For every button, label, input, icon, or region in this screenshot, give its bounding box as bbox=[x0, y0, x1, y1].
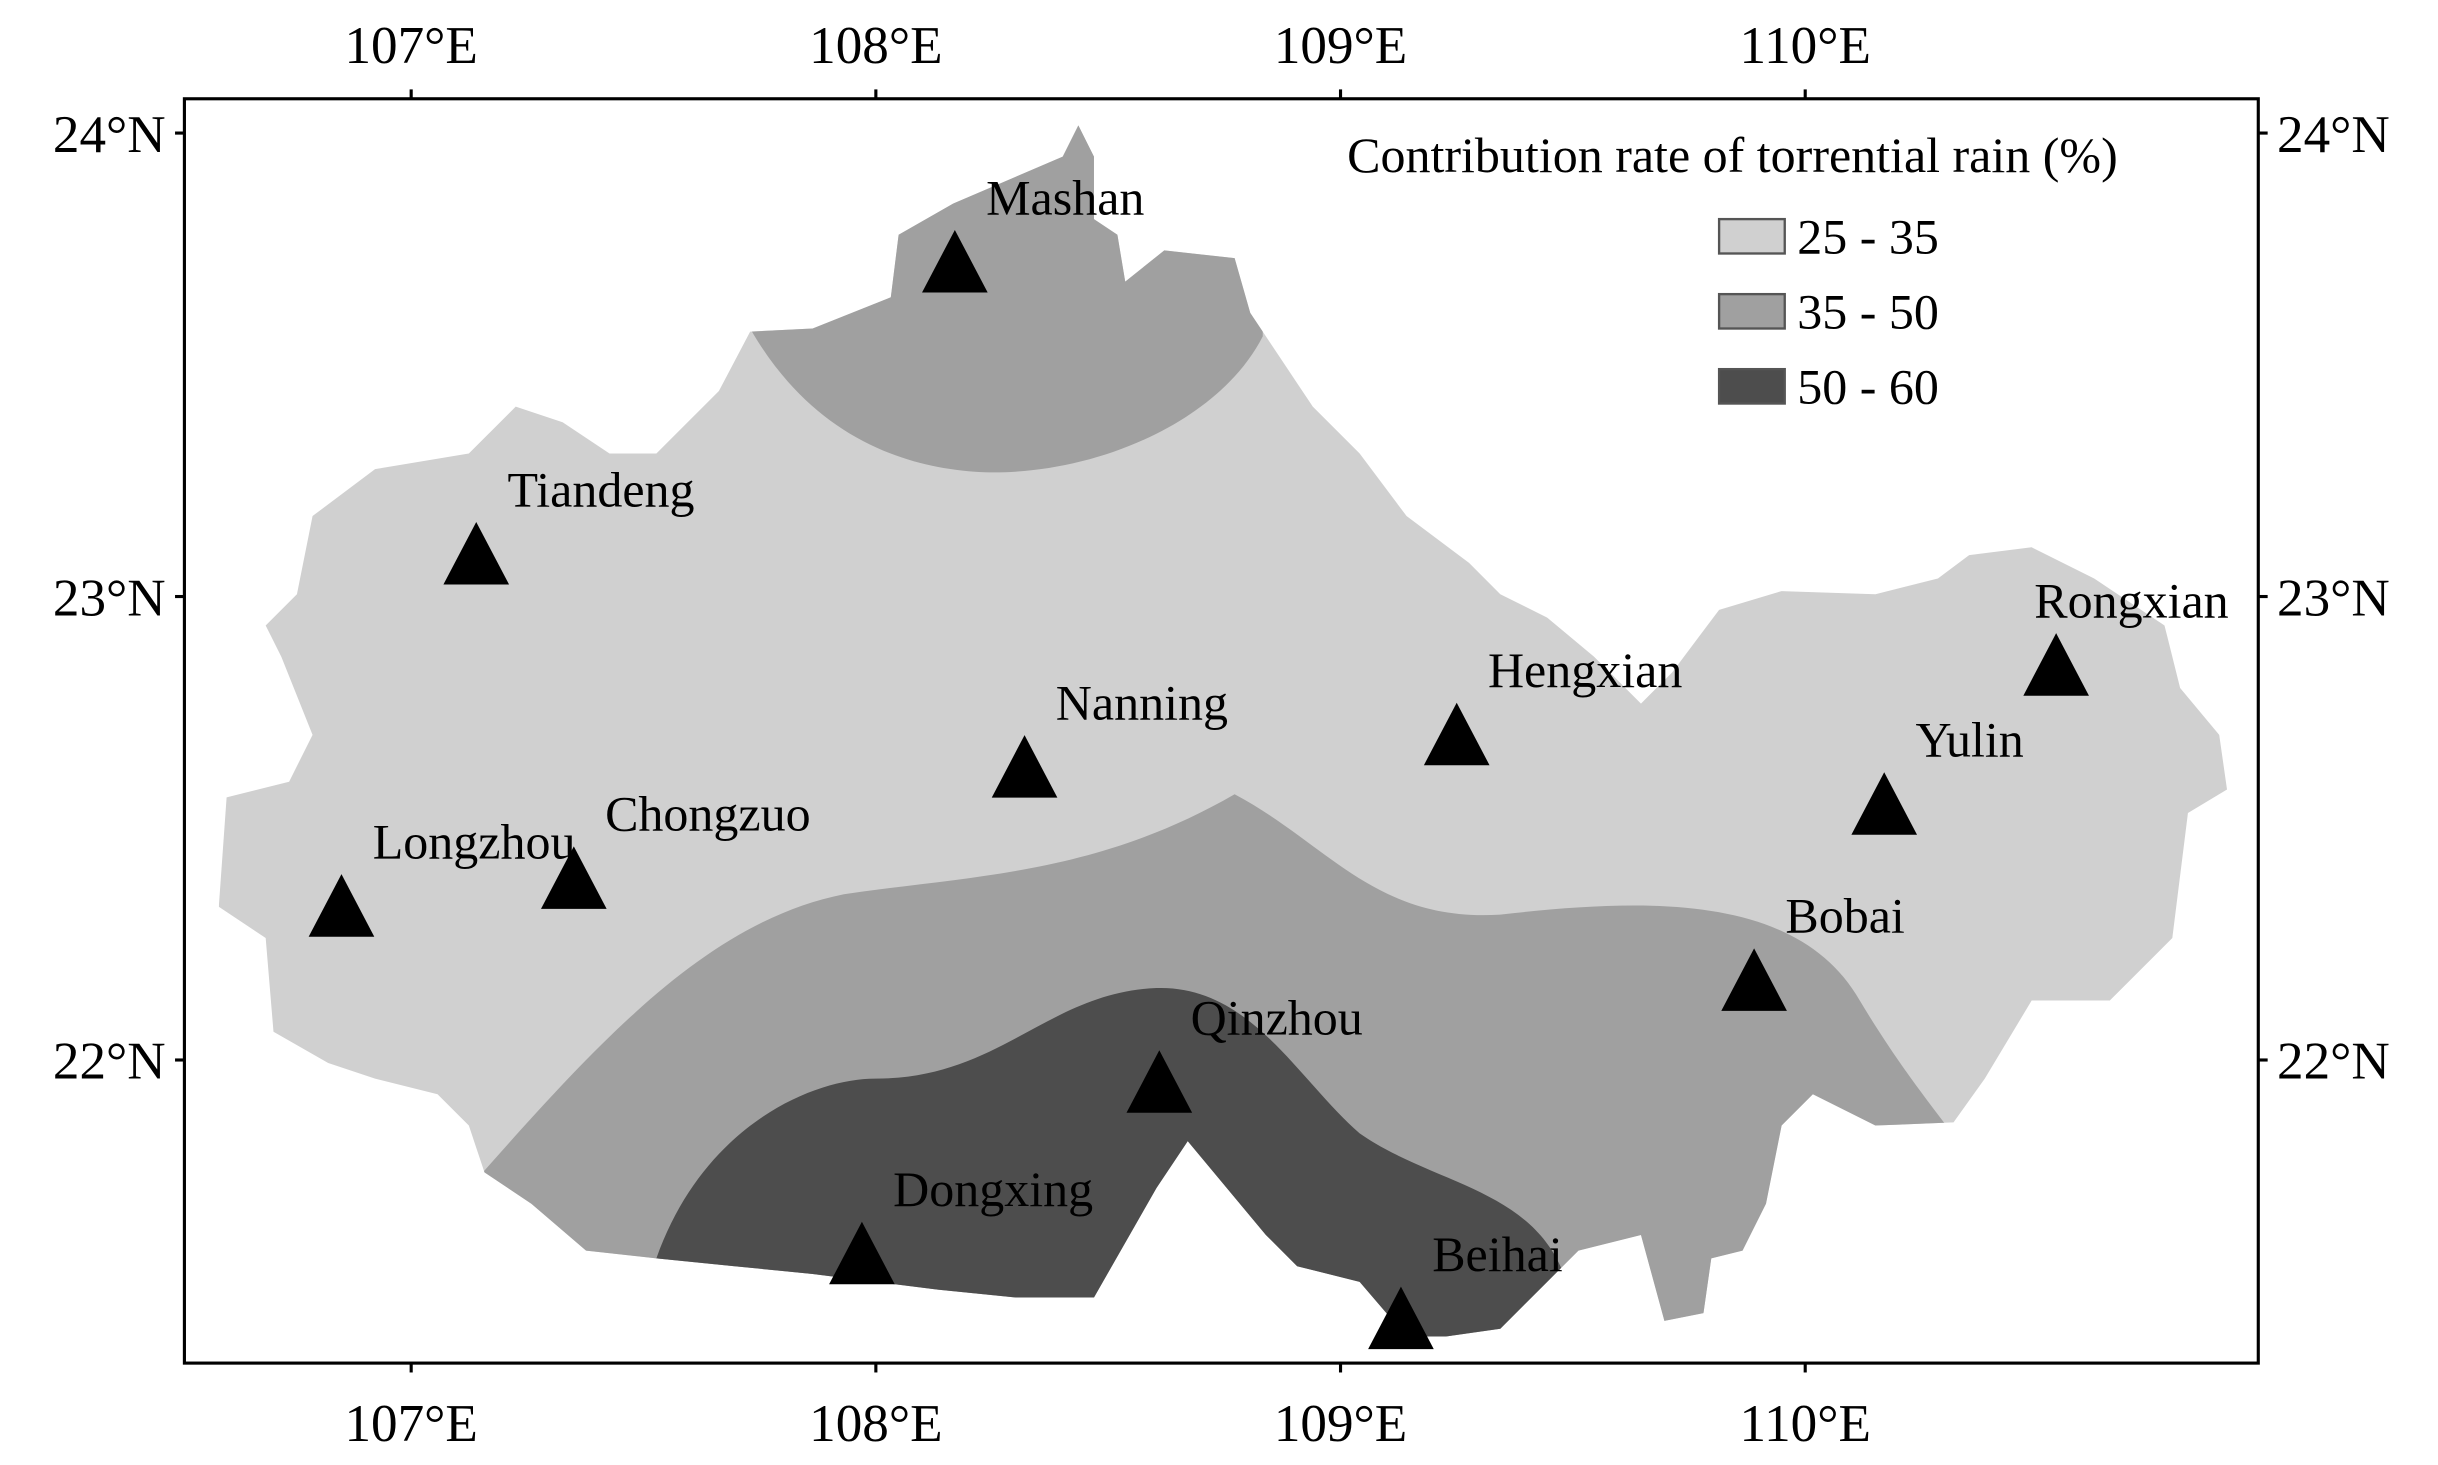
legend-title: Contribution rate of torrential rain (%) bbox=[1347, 127, 2118, 183]
legend-swatch bbox=[1717, 217, 1786, 255]
station-marker bbox=[1721, 948, 1787, 1011]
legend-label: 50 - 60 bbox=[1797, 359, 1939, 415]
x-tick-label: 108°E bbox=[809, 1395, 942, 1453]
station-marker bbox=[443, 521, 510, 585]
station-marker bbox=[2023, 633, 2089, 696]
x-tick-label: 110°E bbox=[1740, 17, 1871, 75]
legend-label: 25 - 35 bbox=[1797, 208, 1939, 264]
station-label: Chongzuo bbox=[605, 786, 811, 842]
station-marker bbox=[1423, 702, 1490, 766]
station-marker bbox=[540, 846, 607, 909]
y-tick-label: 23°N bbox=[53, 569, 166, 627]
station-marker bbox=[1368, 1286, 1434, 1350]
station-label: Bobai bbox=[1785, 888, 1904, 944]
y-tick-label: 23°N bbox=[2277, 569, 2390, 627]
map-layer: 107°E 107°E 108°E 108°E 109°E 109°E 110°E 110°E… bbox=[53, 17, 2390, 1453]
x-tick-label: 109°E bbox=[1274, 17, 1407, 75]
station-marker bbox=[1126, 1050, 1193, 1113]
x-tick-label: 110°E bbox=[1740, 1395, 1871, 1453]
station-label: Hengxian bbox=[1488, 642, 1682, 698]
y-tick-label: 24°N bbox=[53, 106, 166, 164]
station-label: Yulin bbox=[1915, 712, 2023, 768]
legend-label: 35 - 50 bbox=[1797, 284, 1939, 340]
station-label: Mashan bbox=[986, 169, 1144, 225]
station-label: Nanning bbox=[1056, 675, 1228, 731]
station-marker bbox=[1851, 772, 1918, 835]
station-label: Qinzhou bbox=[1191, 990, 1363, 1046]
station-label: Longzhou bbox=[373, 814, 576, 870]
x-tick-label: 108°E bbox=[809, 17, 942, 75]
station-marker bbox=[308, 874, 375, 937]
map-frame bbox=[182, 97, 2260, 1365]
x-tick-label: 107°E bbox=[344, 1395, 477, 1453]
station-label: Dongxing bbox=[893, 1161, 1093, 1217]
station-label: Tiandeng bbox=[507, 461, 694, 517]
y-tick-label: 22°N bbox=[2277, 1033, 2390, 1091]
station-label: Beihai bbox=[1432, 1226, 1563, 1282]
station-marker bbox=[922, 229, 988, 293]
legend-swatch bbox=[1717, 292, 1786, 330]
x-tick-label: 107°E bbox=[344, 17, 477, 75]
station-marker bbox=[829, 1221, 895, 1285]
y-tick-label: 22°N bbox=[53, 1033, 166, 1091]
y-tick-label: 24°N bbox=[2277, 106, 2390, 164]
legend-swatch bbox=[1717, 367, 1786, 405]
station-label: Rongxian bbox=[2034, 573, 2228, 629]
station-marker bbox=[991, 735, 1058, 798]
x-tick-label: 109°E bbox=[1274, 1395, 1407, 1453]
